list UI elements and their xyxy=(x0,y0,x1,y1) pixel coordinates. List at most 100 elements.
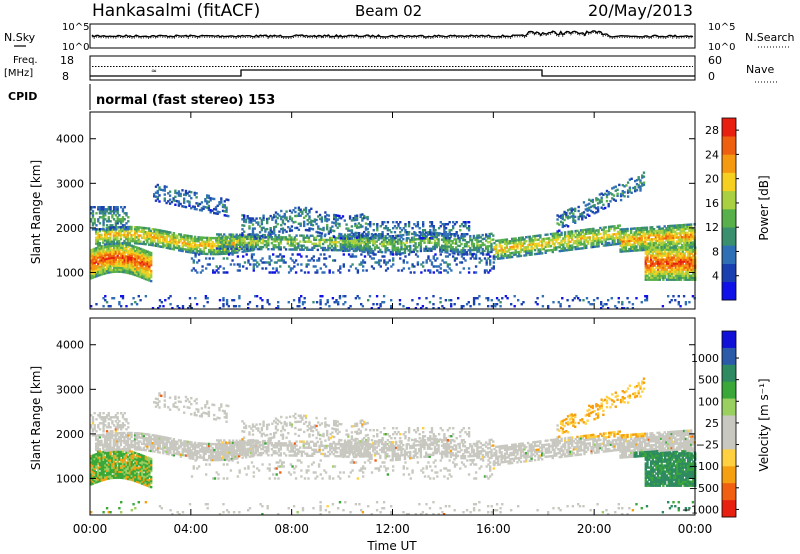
power-cell xyxy=(151,232,154,235)
power-cell xyxy=(336,226,339,229)
power-cell xyxy=(154,185,158,188)
power-cell xyxy=(523,250,526,253)
power-cell xyxy=(133,242,137,245)
power-cell xyxy=(390,299,393,302)
freq-tick-top: 18 xyxy=(60,54,74,67)
power-cell xyxy=(139,240,142,243)
power-cell xyxy=(125,251,128,254)
power-cell xyxy=(293,240,297,243)
power-cell xyxy=(179,239,183,242)
power-cell xyxy=(395,236,398,240)
power-cell xyxy=(658,270,662,273)
power-cell xyxy=(681,224,684,227)
power-cell xyxy=(541,246,544,249)
power-cell xyxy=(588,208,591,211)
power-cell xyxy=(530,251,533,254)
power-cell xyxy=(286,238,289,241)
power-cell xyxy=(116,268,119,271)
power-cell xyxy=(292,299,296,302)
power-cell xyxy=(345,247,348,250)
power-cell xyxy=(612,186,616,189)
power-cell xyxy=(317,259,321,262)
power-cell xyxy=(369,221,372,224)
power-cell xyxy=(442,246,446,250)
power-cell xyxy=(128,231,131,235)
power-cell xyxy=(132,297,135,300)
power-cell xyxy=(265,240,268,243)
power-cell xyxy=(376,229,379,232)
power-cell xyxy=(686,223,689,226)
power-cell xyxy=(674,262,677,265)
power-cell xyxy=(324,233,327,236)
power-cell xyxy=(135,264,139,267)
power-cell xyxy=(428,249,431,252)
power-cell xyxy=(211,252,214,256)
power-cell xyxy=(242,245,245,248)
power-cell xyxy=(142,273,146,276)
power-cell xyxy=(379,233,382,236)
power-cell xyxy=(132,261,135,264)
power-cell xyxy=(621,242,624,245)
power-cell xyxy=(688,268,692,271)
power-cell xyxy=(567,242,570,246)
power-cell xyxy=(148,229,151,232)
power-cell xyxy=(525,246,528,249)
power-cell xyxy=(655,270,658,273)
power-cell xyxy=(478,234,481,237)
power-cell xyxy=(240,237,244,240)
power-cell xyxy=(347,243,350,246)
power-cell xyxy=(148,251,151,254)
power-cell xyxy=(107,208,110,211)
power-cell xyxy=(142,267,146,270)
power-cell xyxy=(384,239,387,242)
power-cell xyxy=(347,229,350,232)
power-cell xyxy=(261,257,264,260)
power-cell xyxy=(429,259,432,262)
power-cell xyxy=(219,245,222,248)
power-cell xyxy=(607,191,610,194)
power-cell xyxy=(93,257,96,261)
power-cell xyxy=(382,236,386,240)
power-cell xyxy=(184,205,188,209)
power-cell xyxy=(132,247,135,250)
power-cell xyxy=(453,259,457,262)
power-cell xyxy=(664,276,667,279)
power-cell xyxy=(517,299,520,302)
power-cell xyxy=(365,247,368,250)
power-cell xyxy=(492,255,495,258)
power-cell xyxy=(660,246,663,249)
power-cell xyxy=(448,237,451,240)
power-cell xyxy=(430,233,433,236)
power-cell xyxy=(608,243,611,247)
power-cell xyxy=(223,237,226,240)
power-cell xyxy=(95,247,98,250)
power-cell xyxy=(123,239,126,243)
power-cell xyxy=(130,237,133,241)
power-cell xyxy=(153,238,156,241)
power-cell xyxy=(100,273,103,276)
power-cell xyxy=(114,246,118,249)
power-cell xyxy=(392,253,395,256)
power-cell xyxy=(523,238,526,241)
power-cell xyxy=(139,267,142,271)
power-cell xyxy=(112,208,116,211)
power-cell xyxy=(559,220,563,223)
power-cell xyxy=(633,249,636,252)
power-cell xyxy=(118,266,121,269)
power-cell xyxy=(684,227,688,231)
power-cell xyxy=(434,229,437,232)
power-cell xyxy=(380,250,384,254)
power-cell xyxy=(239,245,242,248)
power-cell xyxy=(253,233,256,237)
power-cell xyxy=(648,268,651,271)
power-cell xyxy=(677,301,680,304)
power-cell xyxy=(277,255,280,258)
power-cell xyxy=(112,242,116,245)
power-cell xyxy=(98,236,101,239)
power-cell xyxy=(280,215,283,219)
power-cell xyxy=(496,251,500,254)
power-cell xyxy=(350,247,354,250)
power-cell xyxy=(290,240,293,243)
power-cell xyxy=(188,251,191,254)
power-cell xyxy=(432,295,435,298)
